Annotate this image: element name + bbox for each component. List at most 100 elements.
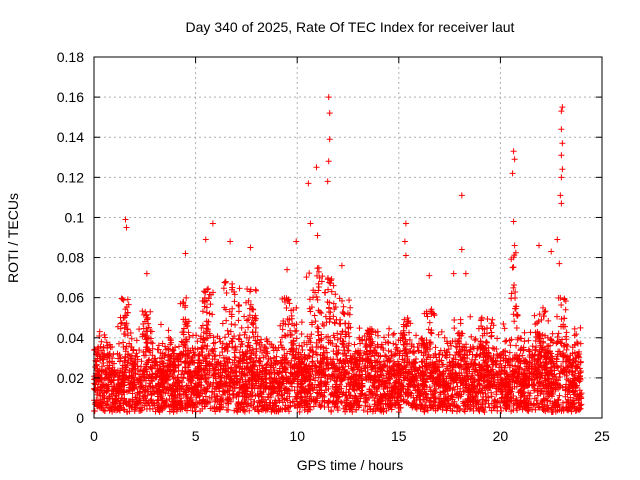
data-point (346, 297, 353, 304)
data-point (435, 331, 442, 338)
data-point (231, 291, 238, 298)
data-point (401, 357, 408, 364)
data-point (361, 332, 368, 339)
data-point (536, 311, 543, 318)
data-point (328, 288, 335, 295)
data-point (469, 351, 476, 358)
data-point (483, 338, 490, 345)
data-point (341, 311, 348, 318)
data-points (91, 94, 585, 415)
data-point (361, 391, 368, 398)
data-point (330, 348, 337, 355)
data-point (285, 408, 292, 415)
data-point (238, 324, 245, 331)
data-point (198, 344, 205, 351)
data-point (512, 289, 519, 296)
data-point (558, 301, 565, 308)
data-point (557, 294, 564, 301)
data-point (236, 285, 243, 292)
data-point (199, 397, 206, 404)
data-point (545, 317, 552, 324)
data-point (149, 340, 156, 347)
data-point (97, 343, 104, 350)
data-point (228, 321, 235, 328)
data-point (278, 342, 285, 349)
data-point (119, 296, 126, 303)
data-point (468, 333, 475, 340)
data-point (514, 336, 521, 343)
data-point (340, 344, 347, 351)
data-point (241, 313, 248, 320)
data-point (314, 351, 321, 358)
data-point (116, 358, 123, 365)
grid-lines (94, 57, 602, 418)
data-point (386, 325, 393, 332)
data-point (338, 385, 345, 392)
data-point (549, 330, 556, 337)
data-point (307, 339, 314, 346)
data-point (260, 354, 267, 361)
data-point (343, 383, 350, 390)
data-point (323, 345, 330, 352)
data-point (121, 357, 128, 364)
data-point (183, 294, 190, 301)
data-point (189, 407, 196, 414)
data-point (120, 330, 127, 337)
data-point (412, 356, 419, 363)
data-point (390, 340, 397, 347)
data-point (298, 343, 305, 350)
data-point (564, 363, 571, 370)
data-point (101, 387, 108, 394)
data-point (306, 296, 313, 303)
data-point (334, 330, 341, 337)
data-point (488, 389, 495, 396)
data-point (571, 349, 578, 356)
data-point (315, 332, 322, 339)
data-point (533, 397, 540, 404)
data-point (242, 329, 249, 336)
data-point (577, 324, 584, 331)
data-point (303, 274, 310, 281)
data-point (109, 344, 116, 351)
data-point (246, 347, 253, 354)
data-point (315, 287, 322, 294)
data-point (98, 338, 105, 345)
data-point (216, 373, 223, 380)
data-point (467, 313, 474, 320)
data-point (210, 334, 217, 341)
data-point (165, 327, 172, 334)
data-point (277, 338, 284, 345)
data-point (501, 325, 508, 332)
data-point (563, 346, 570, 353)
data-point (438, 328, 445, 335)
data-point (472, 335, 479, 342)
data-point (497, 404, 504, 411)
data-point (194, 346, 201, 353)
data-point (313, 293, 320, 300)
data-point (102, 334, 109, 341)
data-point (511, 318, 518, 325)
data-point (333, 343, 340, 350)
data-point (138, 363, 145, 370)
data-point (558, 363, 565, 370)
data-point (482, 390, 489, 397)
data-point (482, 397, 489, 404)
data-point (500, 320, 507, 327)
data-point (140, 325, 147, 332)
data-point (423, 337, 430, 344)
data-point (298, 331, 305, 338)
data-point (178, 379, 185, 386)
data-point (312, 318, 319, 325)
data-point (318, 278, 325, 285)
data-point (459, 356, 466, 363)
data-point (246, 334, 253, 341)
data-point (205, 351, 212, 358)
data-point (251, 398, 258, 405)
data-point (427, 339, 434, 346)
data-point (231, 333, 238, 340)
data-point (291, 387, 298, 394)
data-point (532, 329, 539, 336)
data-point (411, 350, 418, 357)
data-point (525, 337, 532, 344)
